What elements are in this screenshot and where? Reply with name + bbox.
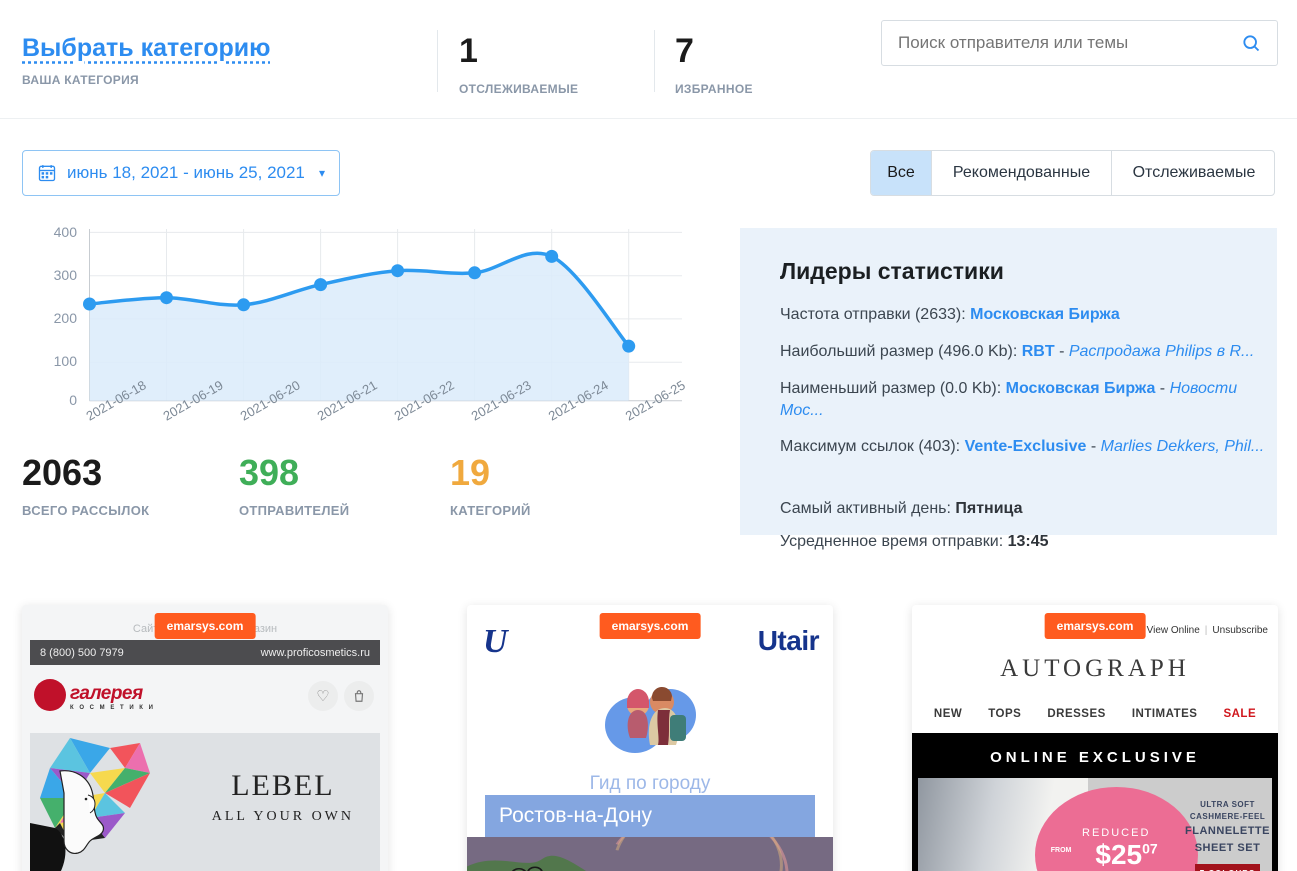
svg-text:0: 0 [69,392,77,408]
svg-text:200: 200 [54,310,78,326]
svg-text:100: 100 [54,353,78,369]
svg-text:400: 400 [54,224,78,240]
svg-text:300: 300 [54,267,78,283]
